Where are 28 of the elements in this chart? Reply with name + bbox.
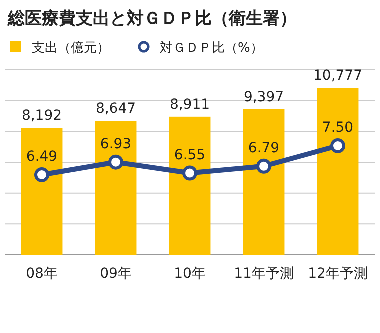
data-label: 9,397 [244,89,284,106]
bar [95,121,137,255]
x-tick-label: 09年 [100,266,132,282]
data-label: 10,777 [314,68,362,84]
point [182,166,198,181]
data-label: 6.55 [174,147,206,164]
bar [169,116,211,255]
x-tick-label: 11年予測 [234,266,294,282]
x-tick-label: 08年 [26,266,58,282]
data-label: 8,647 [96,101,136,118]
x-tick-label: 12年予測 [308,266,368,282]
x-tick-label: 10年 [174,266,206,282]
data-label: 7.50 [322,120,354,136]
point [108,154,124,170]
bar [317,88,359,255]
data-label: 6.49 [26,149,58,165]
legend-label: 対ＧＤＰ比（%） [160,40,264,56]
data-label: 6.93 [100,136,132,152]
data-label: 8,192 [22,108,62,124]
legend-label: 支出（億元） [32,41,110,56]
bar [21,128,63,255]
data-label: 8,911 [170,96,210,113]
point [256,158,272,174]
point [330,138,346,154]
point [34,168,50,182]
chart-title: 総医療費支出と対ＧＤＰ比（衛生署） [7,9,297,29]
data-label: 6.79 [248,140,280,156]
bar [243,109,285,255]
